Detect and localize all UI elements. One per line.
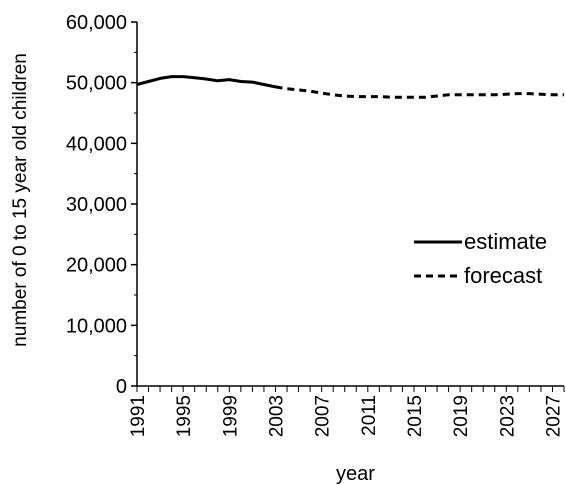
x-tick-label: 2019 <box>451 395 472 437</box>
x-axis-label: year <box>336 463 375 485</box>
x-tick-label: 2015 <box>405 395 426 437</box>
legend: estimate forecast <box>414 229 547 288</box>
series-line-forecast <box>275 85 564 99</box>
legend-label-estimate: estimate <box>464 229 547 254</box>
y-tick-label: 50,000 <box>66 73 127 95</box>
x-tick-label: 1995 <box>174 395 195 437</box>
x-tick-label: 1991 <box>128 395 149 437</box>
y-axis-label: number of 0 to 15 year old children <box>10 53 31 347</box>
y-tick-label: 10,000 <box>66 315 127 337</box>
y-tick-label: 60,000 <box>66 12 127 34</box>
legend-label-forecast: forecast <box>464 263 542 288</box>
x-tick-label: 1999 <box>220 395 241 437</box>
x-tick-label: 2003 <box>266 395 287 437</box>
y-tick-label: 20,000 <box>66 255 127 277</box>
x-axis: 1991 1995 1999 2003 2007 2011 2015 2019 2023 2027 <box>128 385 565 437</box>
series-line-estimate <box>136 75 276 89</box>
y-tick-label: 0 <box>116 376 127 398</box>
y-tick-label: 30,000 <box>66 194 127 216</box>
x-tick-label: 2023 <box>497 395 518 437</box>
y-axis: 0 10,000 20,000 30,000 40,000 50,000 60,000 <box>66 12 138 398</box>
x-tick-label: 2007 <box>313 395 334 437</box>
x-tick-label: 2027 <box>543 395 564 437</box>
x-tick-label: 2011 <box>359 395 380 436</box>
y-tick-label: 40,000 <box>66 133 127 155</box>
series-lines <box>136 75 564 99</box>
